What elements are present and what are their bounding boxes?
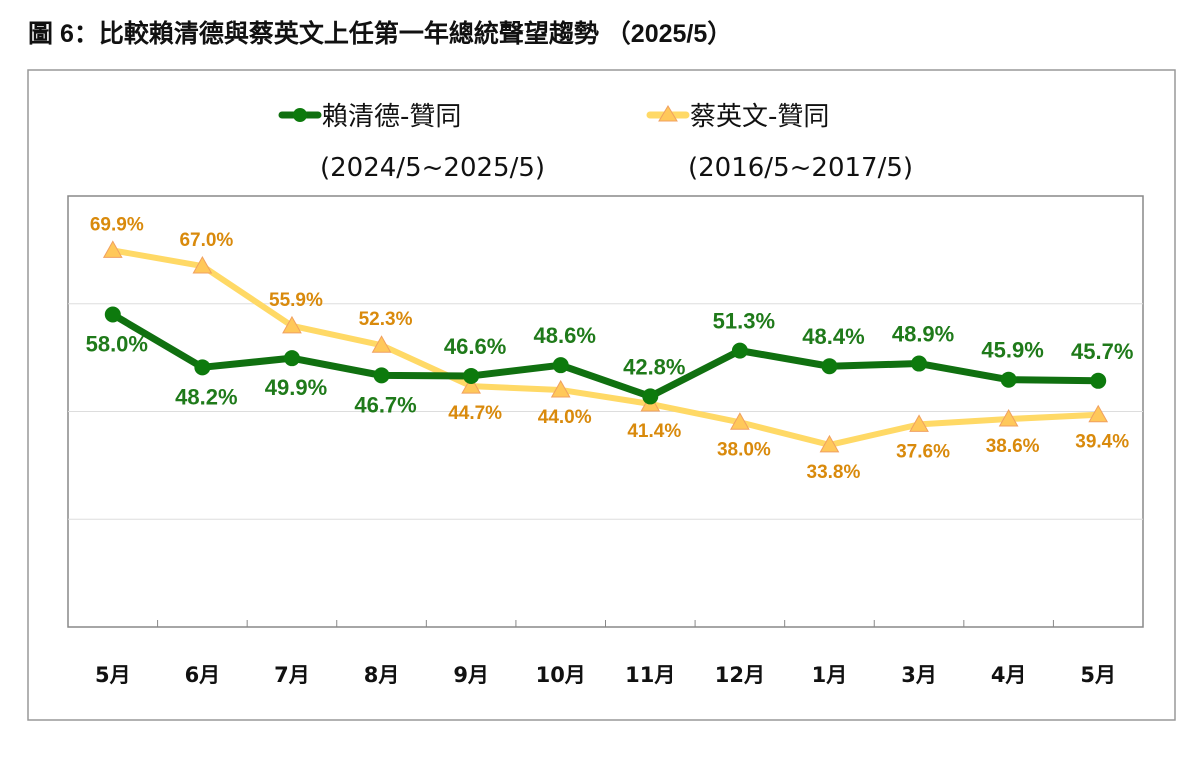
x-tick-label: 6月 <box>185 663 221 687</box>
data-label: 49.9% <box>265 375 327 400</box>
data-label: 48.9% <box>892 322 954 347</box>
data-label: 41.4% <box>627 421 681 442</box>
legend-period-lai: (2024/5~2025/5) <box>320 153 545 183</box>
data-label: 67.0% <box>179 230 233 251</box>
data-label: 46.7% <box>354 392 416 417</box>
chart-title: 圖 6：比較賴清德與蔡英文上任第一年總統聲望趨勢 （2025/5） <box>28 20 733 48</box>
data-point <box>1000 371 1017 388</box>
data-label: 39.4% <box>1075 432 1129 453</box>
data-label: 33.8% <box>807 462 861 483</box>
legend-label-lai: 賴清德-贊同 <box>322 102 461 132</box>
data-label: 44.0% <box>538 407 592 428</box>
x-tick-label: 8月 <box>364 663 400 687</box>
data-label: 45.7% <box>1071 339 1133 364</box>
x-tick-label: 9月 <box>453 663 489 687</box>
data-point <box>461 376 481 394</box>
data-label: 42.8% <box>623 354 685 379</box>
legend-marker-lai <box>293 108 307 122</box>
data-label: 46.6% <box>444 334 506 359</box>
x-tick-label: 10月 <box>536 663 586 687</box>
data-label: 58.0% <box>86 332 148 357</box>
data-label: 69.9% <box>90 214 144 235</box>
data-label: 52.3% <box>359 309 413 330</box>
data-point <box>730 412 750 430</box>
data-point <box>1088 404 1109 423</box>
data-point <box>998 409 1019 427</box>
data-point <box>731 342 748 359</box>
legend-marker-tsai <box>658 105 678 122</box>
data-point <box>819 434 840 453</box>
legend: 賴清德-贊同 (2024/5~2025/5) 蔡英文-贊同 (2016/5~20… <box>278 102 913 183</box>
data-label: 51.3% <box>713 309 775 334</box>
data-point <box>1090 372 1107 389</box>
x-tick-label: 11月 <box>625 663 675 687</box>
x-tick-label: 5月 <box>95 663 131 687</box>
data-label: 37.6% <box>896 441 950 462</box>
data-point <box>194 359 211 376</box>
x-tick-label: 12月 <box>715 663 765 687</box>
data-label: 44.7% <box>448 403 502 424</box>
data-point <box>821 358 838 375</box>
data-point <box>463 367 480 384</box>
data-point <box>104 306 121 323</box>
series-line <box>112 247 1099 448</box>
data-label: 48.2% <box>175 384 237 409</box>
x-tick-label: 3月 <box>901 663 937 687</box>
series-line <box>111 311 1099 400</box>
data-point <box>909 414 929 432</box>
data-point <box>550 379 571 398</box>
data-point <box>192 256 213 274</box>
data-point <box>552 357 569 374</box>
legend-period-tsai: (2016/5~2017/5) <box>688 153 913 183</box>
data-point <box>283 350 300 367</box>
data-label: 45.9% <box>981 338 1043 363</box>
x-tick-label: 1月 <box>812 663 848 687</box>
data-point <box>642 388 659 405</box>
data-point <box>102 240 123 258</box>
x-tick-label: 7月 <box>274 663 310 687</box>
legend-label-tsai: 蔡英文-贊同 <box>690 102 829 132</box>
series-tsai: 69.9% 67.0% 55.9% 52.3% 44.7% 44.0% 41.4% 38.0%… <box>90 214 1129 482</box>
data-point <box>282 315 302 334</box>
x-tick-label: 5月 <box>1080 663 1116 687</box>
data-label: 55.9% <box>269 290 323 311</box>
series-lai: 58.0% 48.2% 49.9% 46.7% 46.6% 48.6% 42.8% 51.3%… <box>86 306 1133 417</box>
data-label: 38.0% <box>717 439 771 460</box>
data-point <box>373 367 390 384</box>
data-label: 48.6% <box>534 323 596 348</box>
data-point <box>911 355 928 372</box>
data-point <box>371 335 392 353</box>
data-label: 48.4% <box>802 324 864 349</box>
x-tick-label: 4月 <box>991 663 1027 687</box>
data-label: 38.6% <box>986 436 1040 457</box>
